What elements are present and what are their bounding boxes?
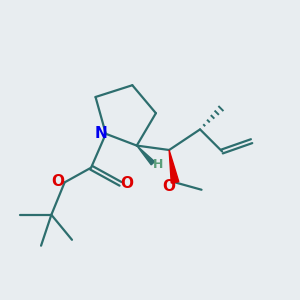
Text: O: O [52,174,64,189]
Polygon shape [137,146,155,165]
Polygon shape [169,150,179,183]
Text: H: H [153,158,164,171]
Text: N: N [94,126,107,141]
Text: O: O [121,176,134,191]
Text: O: O [162,179,175,194]
